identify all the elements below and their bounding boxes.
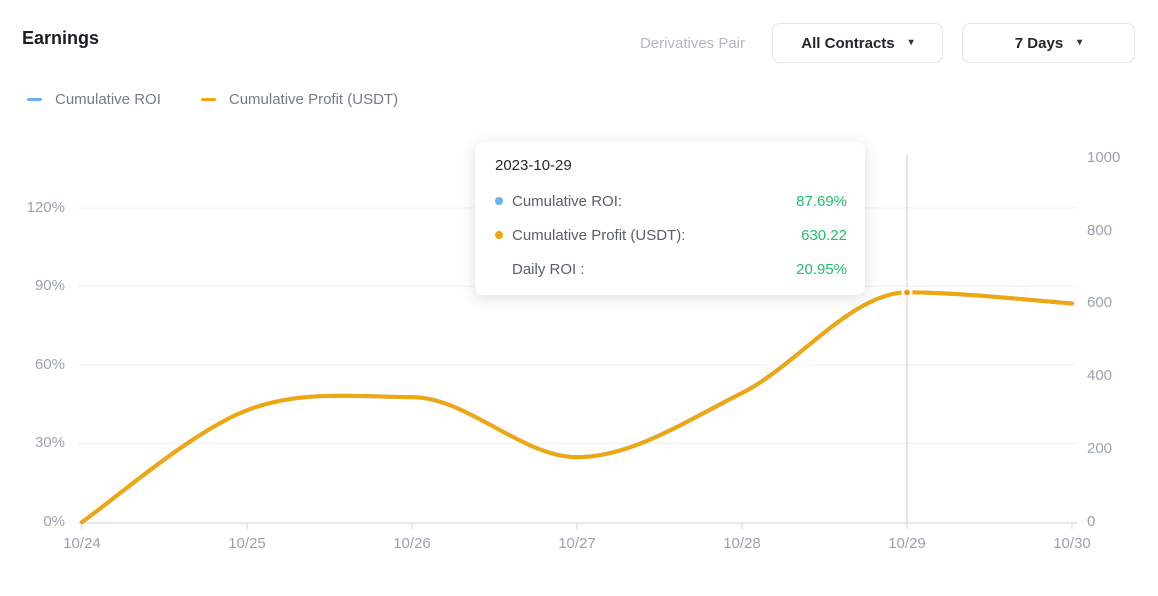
x-axis-label: 10/28 [723,535,761,552]
y-axis-label-left: 90% [34,277,65,295]
x-axis-label: 10/25 [228,535,266,552]
legend-label: Cumulative Profit (USDT) [228,91,399,108]
chart-legend: Cumulative ROI Cumulative Profit (USDT) [27,91,398,108]
tooltip-row-label: Daily ROI : [512,260,585,278]
x-axis-label: 10/26 [393,535,431,552]
tooltip-row-daily-roi: Daily ROI : 20.95% [495,257,847,281]
x-axis-label: 10/24 [63,535,101,552]
series-dot-roi-icon [495,197,503,205]
y-axis-label-right: 600 [1087,294,1113,312]
y-axis-label-left: 30% [34,434,65,452]
y-axis-label-right: 0 [1087,513,1096,530]
legend-swatch-roi [27,98,42,101]
tooltip-date: 2023-10-29 [495,157,572,174]
tooltip-row-cumulative-roi: Cumulative ROI: 87.69% [495,189,847,213]
legend-label: Cumulative ROI [55,91,161,108]
x-axis-label: 10/27 [558,535,596,552]
x-axis-label: 10/30 [1053,535,1091,552]
contracts-dropdown-value: All Contracts [801,34,895,52]
y-axis-label-left: 120% [26,198,65,216]
y-axis-label-right: 1000 [1087,148,1121,166]
tooltip-row-value: 87.69% [796,192,847,210]
page-title: Earnings [22,28,100,48]
dropdown-caret-icon: ▾ [908,37,914,48]
derivatives-pair-label: Derivatives Pair [639,34,745,52]
x-axis-label: 10/29 [888,535,926,552]
tooltip-row-value: 630.22 [801,226,847,244]
y-axis-label-left: 0% [43,513,65,530]
legend-item-cumulative-profit[interactable]: Cumulative Profit (USDT) [200,91,399,108]
dropdown-caret-icon: ▾ [1077,37,1083,48]
y-axis-label-left: 60% [34,355,65,373]
legend-swatch-profit [200,98,216,101]
period-dropdown[interactable]: 7 Days ▾ [962,23,1135,63]
tooltip-row-cumulative-profit: Cumulative Profit (USDT): 630.22 [495,223,847,247]
chart-tooltip: 2023-10-29 Cumulative ROI: 87.69% Cumula… [475,142,865,295]
y-axis-label-right: 800 [1087,221,1113,239]
tooltip-row-value: 20.95% [796,260,847,278]
tooltip-row-label: Cumulative Profit (USDT): [512,226,686,244]
y-axis-label-right: 400 [1087,367,1113,385]
tooltip-row-label: Cumulative ROI: [512,192,623,210]
contracts-dropdown[interactable]: All Contracts ▾ [772,23,943,63]
legend-item-cumulative-roi[interactable]: Cumulative ROI [27,91,161,108]
header-controls: Derivatives Pair All Contracts ▾ 7 Days … [600,23,1135,63]
y-axis-label-right: 200 [1087,440,1113,458]
series-dot-profit-icon [495,231,503,239]
period-dropdown-value: 7 Days [1014,34,1064,52]
